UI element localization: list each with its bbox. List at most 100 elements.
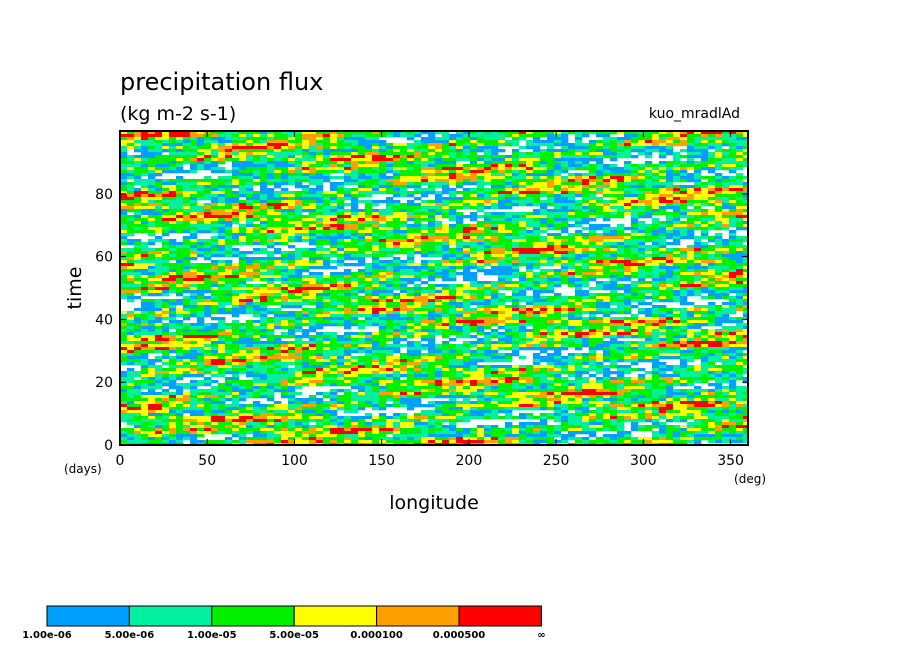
heatmap-cell — [239, 272, 247, 276]
heatmap-cell — [652, 173, 660, 177]
heatmap-cell — [722, 131, 730, 135]
heatmap-cell — [239, 302, 247, 306]
heatmap-cell — [428, 236, 436, 240]
heatmap-cell — [176, 245, 184, 249]
heatmap-cell — [176, 215, 184, 219]
heatmap-cell — [134, 248, 142, 252]
heatmap-cell — [148, 266, 156, 270]
heatmap-cell — [386, 143, 394, 147]
heatmap-cell — [638, 281, 646, 285]
heatmap-cell — [232, 131, 240, 135]
heatmap-cell — [386, 188, 394, 192]
heatmap-cell — [533, 230, 541, 234]
heatmap-cell — [141, 206, 149, 210]
heatmap-cell — [463, 182, 471, 186]
heatmap-cell — [456, 287, 464, 291]
heatmap-cell — [232, 158, 240, 162]
heatmap-cell — [498, 218, 506, 222]
heatmap-cell — [596, 263, 604, 267]
heatmap-cell — [729, 218, 737, 222]
heatmap-cell — [533, 293, 541, 297]
heatmap-cell — [337, 254, 345, 258]
heatmap-cell — [582, 179, 590, 183]
heatmap-cell — [316, 227, 324, 231]
heatmap-cell — [708, 221, 716, 225]
heatmap-cell — [393, 131, 401, 135]
heatmap-cell — [302, 179, 310, 183]
heatmap-cell — [218, 134, 226, 138]
heatmap-cell — [295, 230, 303, 234]
heatmap-cell — [253, 143, 261, 147]
heatmap-cell — [344, 191, 352, 195]
heatmap-cell — [414, 218, 422, 222]
heatmap-cell — [512, 179, 520, 183]
heatmap-cell — [393, 299, 401, 303]
heatmap-cell — [295, 140, 303, 144]
heatmap-cell — [708, 296, 716, 300]
heatmap-cell — [470, 182, 478, 186]
heatmap-cell — [421, 170, 429, 174]
heatmap-cell — [316, 206, 324, 210]
heatmap-cell — [246, 179, 254, 183]
heatmap-cell — [414, 275, 422, 279]
heatmap-cell — [274, 137, 282, 141]
heatmap-cell — [323, 137, 331, 141]
heatmap-cell — [344, 230, 352, 234]
heatmap-cell — [197, 269, 205, 273]
heatmap-cell — [428, 269, 436, 273]
heatmap-cell — [512, 194, 520, 198]
heatmap-cell — [603, 305, 611, 309]
heatmap-cell — [631, 191, 639, 195]
heatmap-cell — [414, 296, 422, 300]
heatmap-cell — [701, 236, 709, 240]
heatmap-cell — [603, 131, 611, 135]
heatmap-cell — [540, 182, 548, 186]
heatmap-cell — [589, 173, 597, 177]
heatmap-cell — [435, 215, 443, 219]
heatmap-cell — [708, 158, 716, 162]
heatmap-cell — [260, 164, 268, 168]
heatmap-cell — [414, 245, 422, 249]
heatmap-cell — [617, 287, 625, 291]
heatmap-cell — [694, 137, 702, 141]
heatmap-cell — [295, 278, 303, 282]
heatmap-cell — [526, 164, 534, 168]
heatmap-cell — [729, 140, 737, 144]
heatmap-cell — [456, 311, 464, 315]
heatmap-cell — [309, 188, 317, 192]
heatmap-cell — [176, 212, 184, 216]
heatmap-cell — [715, 155, 723, 159]
heatmap-cell — [435, 266, 443, 270]
heatmap-cell — [162, 305, 170, 309]
heatmap-cell — [239, 158, 247, 162]
heatmap-cell — [743, 137, 749, 141]
heatmap-cell — [190, 209, 198, 213]
heatmap-cell — [505, 257, 513, 261]
heatmap-cell — [127, 182, 135, 186]
heatmap-cell — [428, 200, 436, 204]
heatmap-cell — [477, 245, 485, 249]
heatmap-cell — [414, 185, 422, 189]
heatmap-cell — [274, 221, 282, 225]
heatmap-cell — [428, 149, 436, 153]
heatmap-cell — [379, 266, 387, 270]
heatmap-cell — [169, 143, 177, 147]
heatmap-cell — [519, 275, 527, 279]
heatmap-cell — [575, 194, 583, 198]
heatmap-cell — [120, 188, 128, 192]
heatmap-cell — [694, 203, 702, 207]
heatmap-cell — [211, 143, 219, 147]
heatmap-cell — [148, 230, 156, 234]
heatmap-cell — [120, 149, 128, 153]
heatmap-cell — [610, 143, 618, 147]
heatmap-cell — [246, 266, 254, 270]
heatmap-cell — [386, 170, 394, 174]
heatmap-cell — [505, 188, 513, 192]
heatmap-cell — [456, 239, 464, 243]
heatmap-cell — [372, 290, 380, 294]
heatmap-cell — [183, 281, 191, 285]
heatmap-cell — [701, 215, 709, 219]
heatmap-cell — [617, 131, 625, 135]
heatmap-cell — [428, 230, 436, 234]
heatmap-cell — [596, 167, 604, 171]
